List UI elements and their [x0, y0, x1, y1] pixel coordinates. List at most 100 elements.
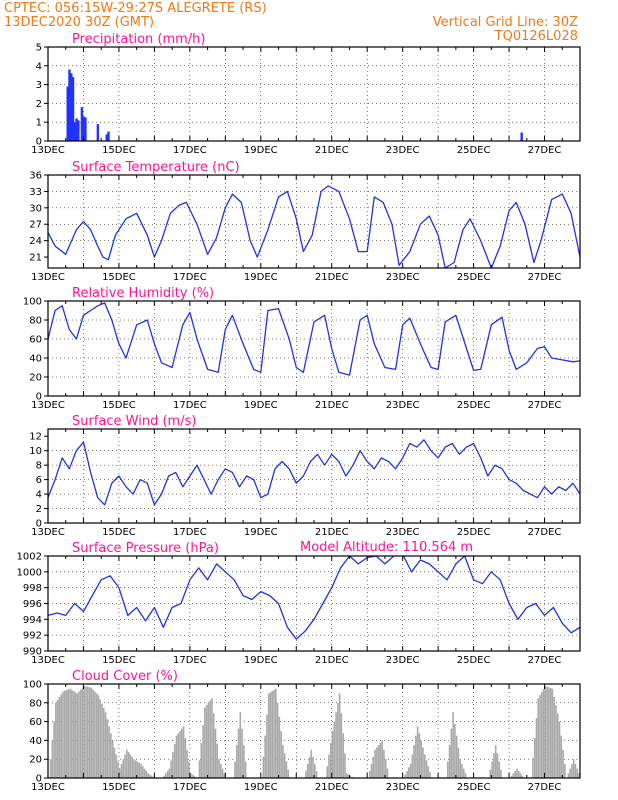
cloud-cover-bar [87, 686, 89, 778]
header-grid-note: Vertical Grid Line: 30Z [433, 15, 578, 30]
cloud-cover-bar [521, 775, 524, 778]
cloud-cover-bar [567, 773, 570, 778]
cloud-cover-bar [326, 766, 329, 778]
cloud-cover-bar [204, 707, 206, 778]
x-tick-label: 17DEC [173, 655, 207, 666]
y-tick-label: 1002 [17, 552, 42, 563]
x-tick-label: 19DEC [244, 145, 278, 156]
cloud-cover-bar [106, 719, 109, 778]
cloud-cover-bar [166, 770, 169, 778]
y-tick-label: 3 [36, 80, 42, 91]
cloud-cover-bar [78, 691, 80, 778]
temp-series-line [48, 185, 580, 268]
x-tick-label: 27DEC [528, 400, 562, 411]
precip-title: Precipitation (mm/h) [72, 32, 205, 47]
y-tick-label: 998 [23, 583, 42, 594]
x-tick-label: 27DEC [528, 527, 562, 538]
x-tick-label: 15DEC [102, 527, 136, 538]
cloud-cover-bar [212, 713, 215, 778]
cloud-cover-bar [202, 725, 204, 778]
cloud-cover-bar [276, 702, 279, 778]
cloud-cover-bar [147, 773, 149, 778]
cloud-cover-bar [420, 740, 422, 778]
cloud-cover-bar [76, 693, 78, 778]
cloud-cover-bar [241, 728, 243, 778]
precip-frame [47, 46, 581, 142]
cloud-cover-bar [427, 766, 430, 778]
cloud-cover-bar [556, 713, 559, 778]
x-tick-label: 15DEC [102, 145, 136, 156]
cloud-cover-bar [280, 731, 282, 778]
temp-panel: 21 24 27 30 33 36 13DEC 15DEC 17DEC 19DEC 21DEC 23D… [29, 160, 581, 283]
cloud-cover-bar [205, 705, 208, 778]
cloud-cover-bar [191, 774, 194, 778]
precip-bar [84, 117, 87, 141]
cloud-cover-bar [282, 745, 284, 778]
cloud-cover-bar [186, 749, 188, 778]
cloud-cover-bar [413, 745, 415, 778]
cloud-cover-bar [198, 760, 201, 778]
cloud-cover-bar [129, 754, 132, 778]
cloud-cover-bar [111, 740, 114, 778]
cloud-cover-bar [163, 775, 165, 778]
y-tick-label: 6 [36, 475, 42, 486]
x-tick-label: 17DEC [173, 272, 207, 283]
cloud-cover-bar [138, 762, 141, 778]
x-tick-label: 27DEC [528, 145, 562, 156]
precip-bar [75, 118, 78, 141]
precip-bar [70, 73, 73, 141]
cloud-cover-bar [65, 690, 68, 778]
cloud-cover-bar [218, 759, 220, 778]
cloud-cover-bar [540, 691, 543, 778]
header-station: CPTEC: 056:15W-29:27S ALEGRETE (RS) [4, 1, 267, 16]
x-tick-label: 25DEC [457, 655, 491, 666]
cloud-cover-bar [188, 761, 190, 778]
y-tick-label: 33 [29, 187, 42, 198]
x-tick-label: 27DEC [528, 655, 562, 666]
cloud-cover-bar [67, 689, 70, 778]
y-tick-label: 21 [29, 253, 42, 264]
cloud-cover-bar [404, 774, 407, 778]
cloud-cover-bar [578, 773, 580, 778]
x-tick-label: 13DEC [31, 782, 65, 793]
cloud-cover-bar [274, 688, 277, 778]
cloud-cover-bar [342, 733, 344, 778]
x-tick-label: 15DEC [102, 655, 136, 666]
cloud-cover-bar [512, 773, 515, 778]
cloud-cover-bar [409, 763, 412, 778]
x-tick-label: 25DEC [457, 145, 491, 156]
precip-bar [68, 69, 71, 141]
y-tick-label: 36 [29, 171, 42, 182]
cloud-cover-bar [133, 759, 135, 778]
cloud-cover-bar [564, 763, 566, 778]
wind-series-line [48, 439, 580, 506]
precip-panel: 0 1 2 3 4 5 13DEC 15DEC 17DEC 19DEC 21DEC 23DEC 25DE… [31, 32, 581, 156]
x-tick-label: 23DEC [386, 400, 420, 411]
cloud-cover-bar [168, 768, 171, 778]
cloud-cover-bar [312, 756, 314, 778]
cloud-cover-bar [328, 754, 330, 778]
x-tick-label: 25DEC [457, 272, 491, 283]
cloud-cover-bar [537, 698, 540, 778]
cloud-cover-bar [173, 743, 176, 778]
cloud-cover-bar [92, 689, 94, 778]
cloud-cover-bar [447, 761, 449, 778]
cloud-cover-bar [562, 749, 564, 778]
cloud-cover-bar [498, 761, 501, 778]
cloud-cover-bar [338, 693, 341, 778]
wind-frame [47, 428, 581, 524]
cloud-cover-bar [211, 698, 213, 778]
cloud-cover-bar [429, 772, 431, 778]
cloud-cover-bar [102, 707, 105, 778]
precip-bar [77, 120, 80, 141]
y-tick-label: 994 [23, 615, 42, 626]
pressure-title: Surface Pressure (hPa) [72, 541, 219, 556]
x-tick-label: 21DEC [315, 655, 349, 666]
cloud-cover-bar [572, 759, 575, 778]
x-tick-label: 21DEC [315, 400, 349, 411]
cloud-cover-bar [418, 733, 421, 778]
pressure-series-line [48, 556, 580, 640]
header-run-time: 13DEC2020 30Z (GMT) [4, 15, 154, 30]
y-tick-label: 5 [36, 43, 42, 54]
cloud-cover-bar [496, 753, 499, 778]
